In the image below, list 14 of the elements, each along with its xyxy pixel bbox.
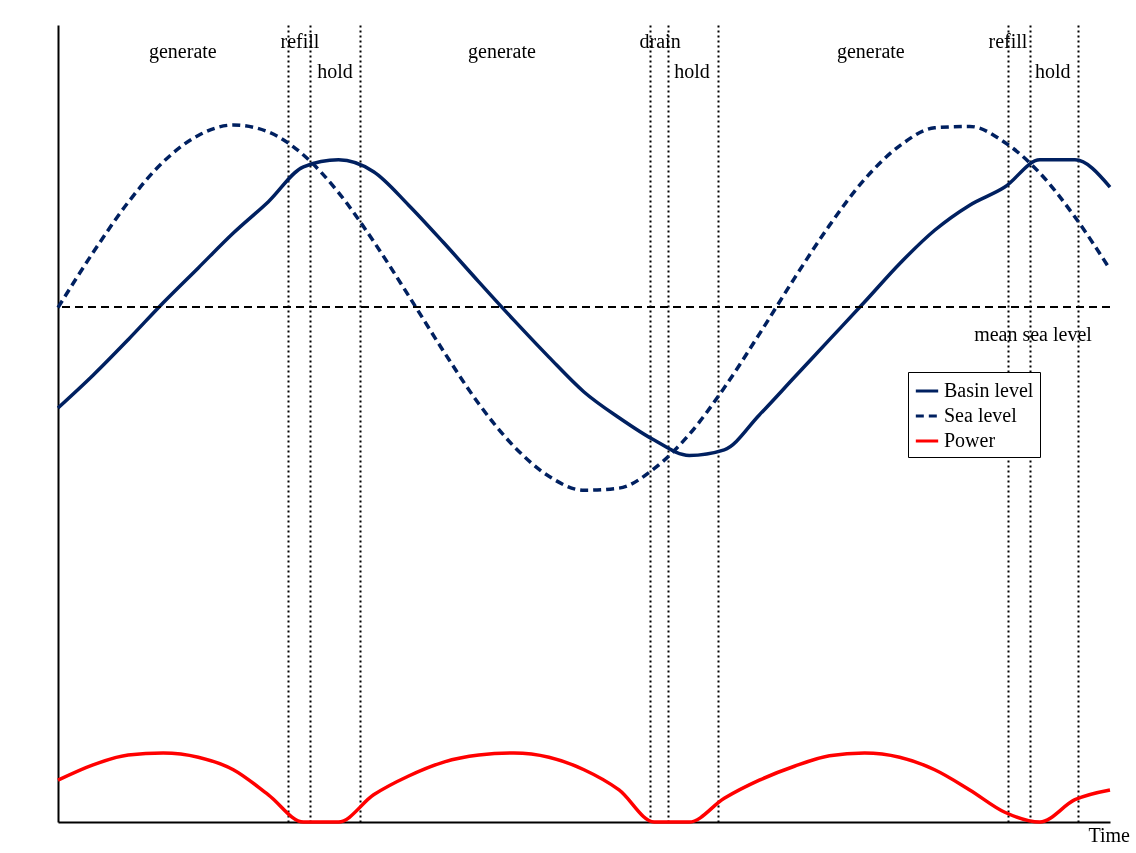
text: refill xyxy=(280,30,320,53)
legend-label: Power xyxy=(944,429,996,451)
text: generate xyxy=(148,39,217,63)
ref-line-label: mean sea level xyxy=(974,322,1093,345)
text: hold xyxy=(1035,60,1071,83)
legend-label: Basin level xyxy=(944,379,1034,401)
text: hold xyxy=(674,60,710,83)
legend-label: Sea level xyxy=(944,404,1018,426)
text: refill xyxy=(988,30,1028,53)
text: drain xyxy=(639,30,681,53)
text: generate xyxy=(468,39,536,63)
text: generate xyxy=(836,39,905,63)
x-axis-title: Time xyxy=(1088,824,1131,846)
text: hold xyxy=(317,60,353,83)
